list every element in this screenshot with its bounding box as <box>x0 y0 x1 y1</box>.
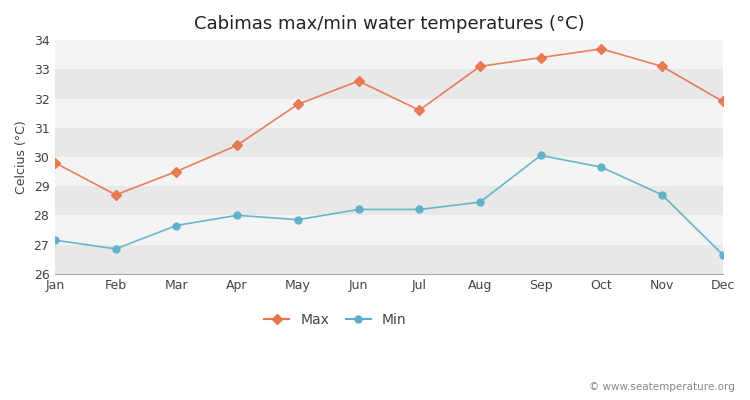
Bar <box>55 215 723 244</box>
Max <box>476 64 484 69</box>
Bar <box>55 128 723 157</box>
Min <box>476 200 484 204</box>
Min <box>536 153 545 158</box>
Min <box>172 223 181 228</box>
Bar <box>55 69 723 98</box>
Max <box>597 46 606 51</box>
Min <box>50 238 59 242</box>
Min <box>354 207 363 212</box>
Max <box>232 143 242 148</box>
Max <box>111 192 120 197</box>
Line: Min: Min <box>52 152 726 258</box>
Line: Max: Max <box>52 45 726 198</box>
Bar <box>55 157 723 186</box>
Max <box>536 55 545 60</box>
Max <box>172 169 181 174</box>
Bar <box>55 244 723 274</box>
Max <box>50 160 59 165</box>
Min <box>293 217 302 222</box>
Y-axis label: Celcius (°C): Celcius (°C) <box>15 120 28 194</box>
Bar <box>55 186 723 215</box>
Bar <box>55 40 723 69</box>
Min <box>415 207 424 212</box>
Min <box>597 165 606 170</box>
Max <box>415 108 424 112</box>
Text: © www.seatemperature.org: © www.seatemperature.org <box>590 382 735 392</box>
Max <box>354 78 363 83</box>
Min <box>232 213 242 218</box>
Bar <box>55 98 723 128</box>
Title: Cabimas max/min water temperatures (°C): Cabimas max/min water temperatures (°C) <box>194 15 584 33</box>
Legend: Max, Min: Max, Min <box>259 307 413 332</box>
Max <box>658 64 667 69</box>
Min <box>111 246 120 251</box>
Min <box>718 252 728 257</box>
Max <box>293 102 302 107</box>
Min <box>658 192 667 197</box>
Max <box>718 99 728 104</box>
